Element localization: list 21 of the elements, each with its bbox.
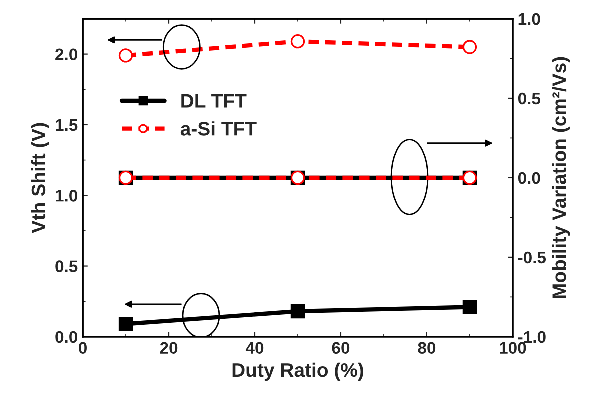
y-axis-title: Vth Shift (V) — [31, 123, 50, 234]
legend-label: DL TFT — [182, 94, 247, 108]
x-tick-label: 100 — [500, 342, 526, 354]
x-tick-label: 0 — [79, 342, 87, 354]
y2-axis-title: Mobility Variation (cm²/Vs) — [552, 57, 570, 298]
y2-tick-label: -0.5 — [518, 252, 546, 264]
x-tick-label: 40 — [246, 342, 264, 354]
y-tick-label: 2.0 — [56, 48, 78, 61]
y-tick-label: 1.0 — [56, 190, 78, 202]
y-tick-label: 1.5 — [56, 120, 78, 132]
x-tick-label: 80 — [418, 342, 436, 354]
y-tick-label: 0.0 — [56, 331, 78, 344]
legend-label: a-Si TFT — [180, 122, 257, 136]
x-tick-label: 20 — [160, 342, 178, 354]
y-tick-label: 0.5 — [56, 260, 78, 272]
x-tick-label: 60 — [332, 342, 350, 354]
y2-tick-label: 1.0 — [518, 13, 540, 26]
x-axis-title: Duty Ratio (%) — [232, 362, 364, 382]
y2-tick-label: 0.5 — [518, 92, 541, 105]
y2-tick-label: 0.0 — [518, 172, 540, 184]
y2-tick-label: -1.0 — [518, 331, 546, 344]
